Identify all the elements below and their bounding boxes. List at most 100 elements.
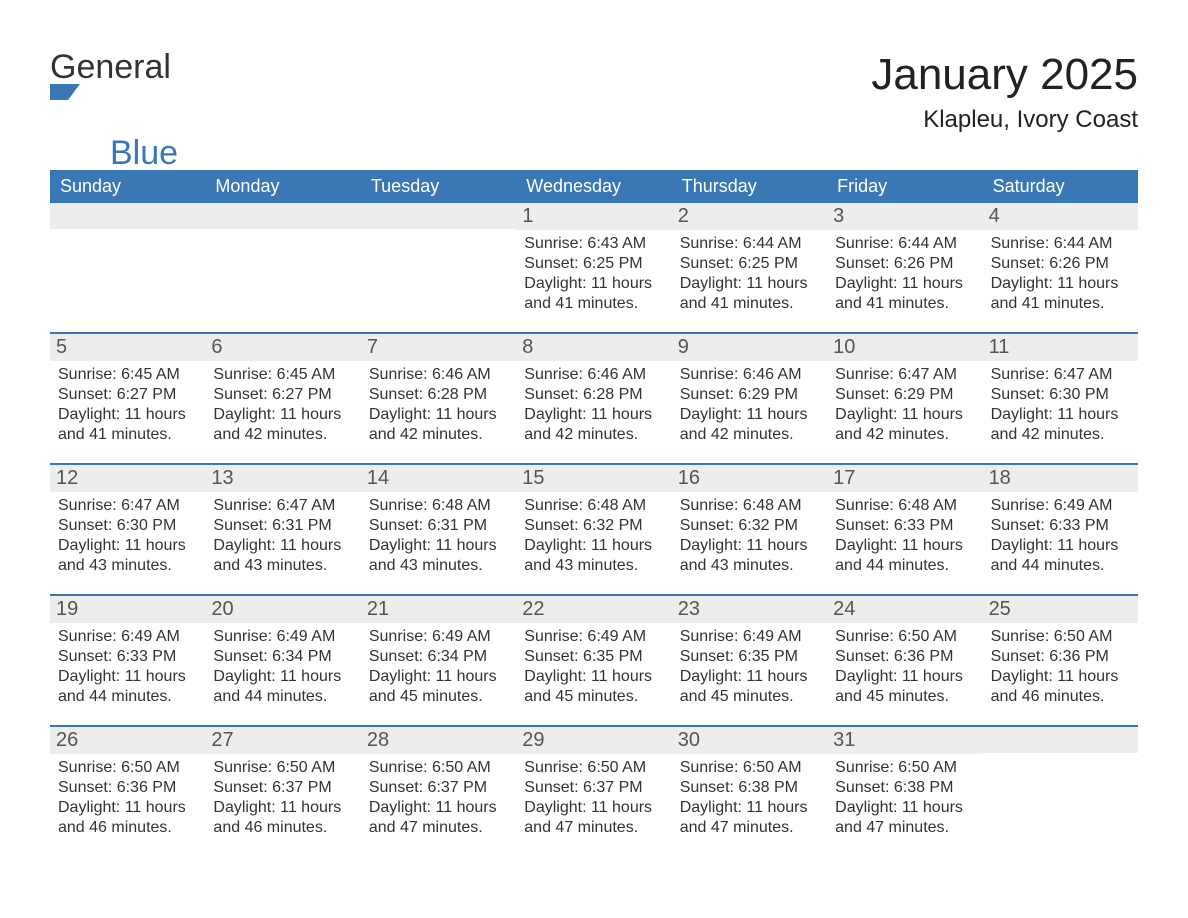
day-daylight2: and 43 minutes. <box>524 556 665 576</box>
day-sunset: Sunset: 6:26 PM <box>835 254 976 274</box>
calendar-grid: SundayMondayTuesdayWednesdayThursdayFrid… <box>50 170 1138 844</box>
day-sunset: Sunset: 6:34 PM <box>213 647 354 667</box>
day-sunrise: Sunrise: 6:47 AM <box>58 496 199 516</box>
day-number: 15 <box>516 465 671 492</box>
day-sunrise: Sunrise: 6:50 AM <box>213 758 354 778</box>
day-sunset: Sunset: 6:26 PM <box>991 254 1132 274</box>
day-body: Sunrise: 6:50 AMSunset: 6:37 PMDaylight:… <box>522 758 665 838</box>
weekday-header: Tuesday <box>361 170 516 203</box>
day-sunset: Sunset: 6:34 PM <box>369 647 510 667</box>
day-sunset: Sunset: 6:35 PM <box>680 647 821 667</box>
day-number: 26 <box>50 727 205 754</box>
day-daylight2: and 44 minutes. <box>991 556 1132 576</box>
day-number-empty <box>983 727 1138 753</box>
logo-flag-icon <box>50 84 178 102</box>
day-sunrise: Sunrise: 6:49 AM <box>369 627 510 647</box>
day-daylight1: Daylight: 11 hours <box>58 667 199 687</box>
day-body: Sunrise: 6:47 AMSunset: 6:30 PMDaylight:… <box>989 365 1132 445</box>
title-block: January 2025 Klapleu, Ivory Coast <box>871 50 1138 146</box>
day-number: 3 <box>827 203 982 230</box>
day-daylight2: and 42 minutes. <box>680 425 821 445</box>
day-cell: 21Sunrise: 6:49 AMSunset: 6:34 PMDayligh… <box>361 596 516 713</box>
day-sunrise: Sunrise: 6:44 AM <box>991 234 1132 254</box>
weekday-header: Friday <box>827 170 982 203</box>
day-number: 17 <box>827 465 982 492</box>
day-sunset: Sunset: 6:32 PM <box>680 516 821 536</box>
day-cell: 20Sunrise: 6:49 AMSunset: 6:34 PMDayligh… <box>205 596 360 713</box>
day-daylight1: Daylight: 11 hours <box>835 798 976 818</box>
day-daylight1: Daylight: 11 hours <box>524 405 665 425</box>
logo-text: General Blue <box>50 50 178 170</box>
day-cell: 12Sunrise: 6:47 AMSunset: 6:30 PMDayligh… <box>50 465 205 582</box>
day-sunrise: Sunrise: 6:45 AM <box>58 365 199 385</box>
day-number: 30 <box>672 727 827 754</box>
day-daylight1: Daylight: 11 hours <box>524 274 665 294</box>
day-body: Sunrise: 6:47 AMSunset: 6:29 PMDaylight:… <box>833 365 976 445</box>
day-daylight1: Daylight: 11 hours <box>58 798 199 818</box>
day-cell: 6Sunrise: 6:45 AMSunset: 6:27 PMDaylight… <box>205 334 360 451</box>
day-body: Sunrise: 6:50 AMSunset: 6:38 PMDaylight:… <box>833 758 976 838</box>
day-body: Sunrise: 6:50 AMSunset: 6:38 PMDaylight:… <box>678 758 821 838</box>
day-sunrise: Sunrise: 6:50 AM <box>835 627 976 647</box>
day-sunrise: Sunrise: 6:48 AM <box>524 496 665 516</box>
day-sunrise: Sunrise: 6:43 AM <box>524 234 665 254</box>
day-cell: 16Sunrise: 6:48 AMSunset: 6:32 PMDayligh… <box>672 465 827 582</box>
day-sunset: Sunset: 6:33 PM <box>58 647 199 667</box>
day-sunset: Sunset: 6:36 PM <box>835 647 976 667</box>
day-daylight1: Daylight: 11 hours <box>213 798 354 818</box>
day-cell <box>50 203 205 320</box>
day-daylight2: and 46 minutes. <box>213 818 354 838</box>
day-number: 11 <box>983 334 1138 361</box>
day-daylight2: and 45 minutes. <box>680 687 821 707</box>
day-daylight1: Daylight: 11 hours <box>680 667 821 687</box>
day-number: 22 <box>516 596 671 623</box>
day-sunset: Sunset: 6:30 PM <box>991 385 1132 405</box>
day-daylight2: and 44 minutes. <box>58 687 199 707</box>
day-daylight2: and 42 minutes. <box>524 425 665 445</box>
day-sunrise: Sunrise: 6:48 AM <box>680 496 821 516</box>
day-number: 12 <box>50 465 205 492</box>
day-daylight1: Daylight: 11 hours <box>835 536 976 556</box>
day-sunset: Sunset: 6:37 PM <box>524 778 665 798</box>
day-number: 4 <box>983 203 1138 230</box>
day-daylight2: and 47 minutes. <box>680 818 821 838</box>
day-daylight1: Daylight: 11 hours <box>369 405 510 425</box>
day-cell: 3Sunrise: 6:44 AMSunset: 6:26 PMDaylight… <box>827 203 982 320</box>
day-cell: 30 Sunrise: 6:50 AMSunset: 6:38 PMDayligh… <box>672 727 827 844</box>
day-daylight2: and 45 minutes. <box>835 687 976 707</box>
day-daylight2: and 47 minutes. <box>369 818 510 838</box>
day-number: 9 <box>672 334 827 361</box>
day-daylight1: Daylight: 11 hours <box>680 274 821 294</box>
day-body: Sunrise: 6:48 AMSunset: 6:33 PMDaylight:… <box>833 496 976 576</box>
day-body: Sunrise: 6:49 AMSunset: 6:34 PMDaylight:… <box>211 627 354 707</box>
day-body: Sunrise: 6:44 AMSunset: 6:25 PMDaylight:… <box>678 234 821 314</box>
day-daylight1: Daylight: 11 hours <box>213 405 354 425</box>
day-sunset: Sunset: 6:31 PM <box>369 516 510 536</box>
day-body: Sunrise: 6:49 AMSunset: 6:35 PMDaylight:… <box>522 627 665 707</box>
day-sunset: Sunset: 6:28 PM <box>369 385 510 405</box>
day-sunset: Sunset: 6:30 PM <box>58 516 199 536</box>
day-daylight1: Daylight: 11 hours <box>991 274 1132 294</box>
day-number-empty <box>361 203 516 229</box>
day-cell: 23Sunrise: 6:49 AMSunset: 6:35 PMDayligh… <box>672 596 827 713</box>
logo: General Blue <box>50 50 178 170</box>
day-cell: 1Sunrise: 6:43 AMSunset: 6:25 PMDaylight… <box>516 203 671 320</box>
day-number: 16 <box>672 465 827 492</box>
day-cell: 15Sunrise: 6:48 AMSunset: 6:32 PMDayligh… <box>516 465 671 582</box>
day-body: Sunrise: 6:49 AMSunset: 6:34 PMDaylight:… <box>367 627 510 707</box>
day-number: 19 <box>50 596 205 623</box>
day-daylight1: Daylight: 11 hours <box>991 536 1132 556</box>
day-daylight1: Daylight: 11 hours <box>524 798 665 818</box>
day-number-empty <box>50 203 205 229</box>
day-number-empty <box>205 203 360 229</box>
day-number: 27 <box>205 727 360 754</box>
day-body: Sunrise: 6:44 AMSunset: 6:26 PMDaylight:… <box>989 234 1132 314</box>
day-sunrise: Sunrise: 6:49 AM <box>58 627 199 647</box>
day-daylight2: and 43 minutes. <box>369 556 510 576</box>
day-daylight2: and 44 minutes. <box>835 556 976 576</box>
day-sunset: Sunset: 6:38 PM <box>835 778 976 798</box>
day-daylight2: and 47 minutes. <box>524 818 665 838</box>
day-daylight1: Daylight: 11 hours <box>680 798 821 818</box>
day-sunset: Sunset: 6:27 PM <box>213 385 354 405</box>
day-sunrise: Sunrise: 6:50 AM <box>58 758 199 778</box>
